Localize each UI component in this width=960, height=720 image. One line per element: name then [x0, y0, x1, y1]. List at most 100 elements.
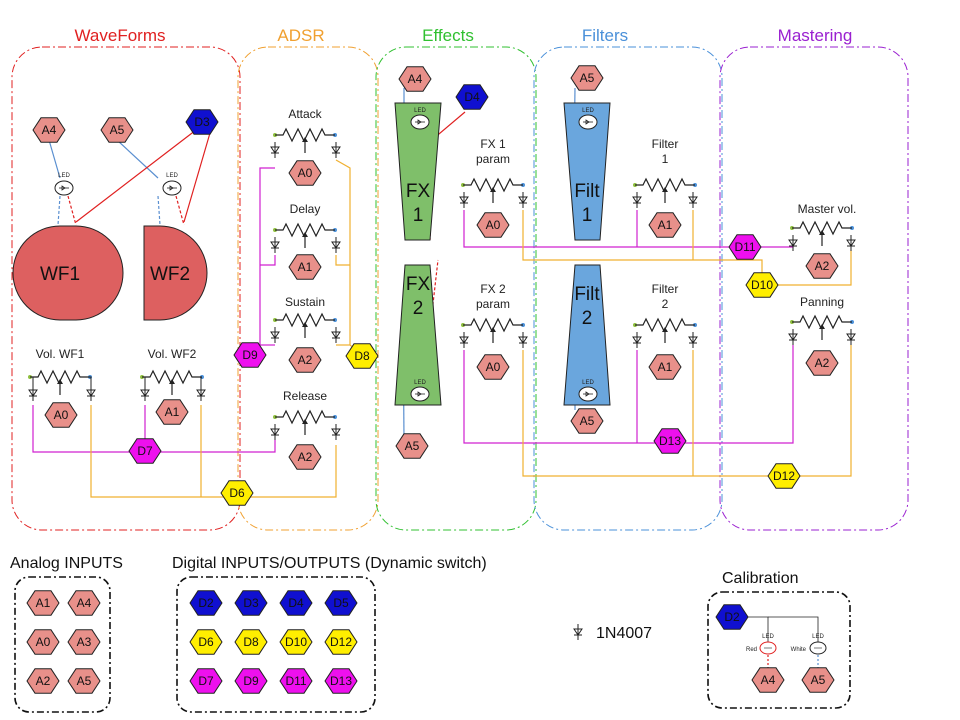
pot-attack[interactable] [272, 128, 338, 154]
diode-icon [196, 384, 206, 402]
filt1-label: Filt [574, 181, 600, 202]
title-waveforms: WaveForms [75, 26, 166, 45]
waveforms-box [11, 46, 241, 531]
svg-text:A3: A3 [77, 635, 92, 649]
svg-text:D5: D5 [333, 596, 349, 610]
analog-inputs-title: Analog INPUTS [10, 555, 123, 572]
vol-wf1-label: Vol. WF1 [36, 347, 85, 361]
svg-text:A0: A0 [36, 635, 51, 649]
led-fx1-label: LED [414, 108, 426, 114]
analog-legend-box [14, 576, 111, 713]
svg-text:A4: A4 [42, 123, 57, 137]
delay-label: Delay [290, 202, 321, 216]
release-label: Release [283, 389, 327, 403]
filters-section: Filt 1 Filt 2 LED LED Filter 1 Filter 2 [563, 102, 698, 406]
svg-text:D2: D2 [198, 596, 214, 610]
pot-release[interactable] [272, 410, 338, 436]
filt1-shape [563, 102, 611, 241]
diode-icon [270, 141, 280, 159]
led-fx2 [410, 386, 430, 402]
legend-digital-pin: D8 [234, 629, 268, 655]
effects-section: FX 1 FX 2 LED LED FX 1 param FX 2 param [394, 102, 528, 406]
pins-layer: A4 A5 D3 A0 A1 A0 A1 A2 A2 A4 D4 A5 A0 A0 A5 A5 A1 A1 A2 A2… [26, 65, 839, 694]
diode-icon [86, 384, 96, 402]
svg-text:D11: D11 [285, 674, 306, 688]
diode-icon [140, 384, 150, 402]
svg-text:A1: A1 [658, 218, 673, 232]
filt2-label: Filt [574, 284, 600, 305]
effects-box [375, 46, 537, 531]
svg-text:A5: A5 [580, 71, 595, 85]
fx1-param-label: FX 1 [480, 137, 506, 151]
filter2-label: Filter [652, 282, 679, 296]
led-filt2-label: LED [582, 380, 594, 386]
diode-legend-label: 1N4007 [596, 625, 652, 642]
pin-a1: A1 [288, 254, 322, 280]
svg-text:A2: A2 [298, 450, 313, 464]
legend: Analog INPUTS Digital INPUTS/OUTPUTS (Dy… [10, 555, 851, 713]
diode-icon [632, 331, 642, 349]
svg-text:A2: A2 [36, 674, 51, 688]
cal-led-white-tag: LED [812, 634, 824, 640]
diode-icon [788, 328, 798, 346]
diode-icon [518, 331, 528, 349]
pot-filter2[interactable] [632, 318, 698, 344]
svg-text:D13: D13 [330, 674, 352, 688]
pin-d11: D11 [728, 234, 762, 260]
diode-icon [331, 236, 341, 254]
pot-vol-wf2[interactable] [139, 370, 205, 396]
waveforms-section: WF1 WF2 LED LED Vol. WF1 Vol. WF2 [12, 173, 208, 402]
vol-wf2-label: Vol. WF2 [148, 347, 197, 361]
legend-digital-pin: D2 [189, 590, 223, 616]
svg-text:D12: D12 [773, 469, 795, 483]
filt2-number: 2 [582, 308, 593, 329]
legend-digital-pin: D13 [324, 668, 358, 694]
led-filt2 [578, 386, 598, 402]
pot-delay[interactable] [272, 223, 338, 249]
svg-text:A4: A4 [761, 673, 776, 687]
legend-analog-pin: A3 [67, 629, 101, 655]
pin-d9: D9 [233, 342, 267, 368]
svg-text:A2: A2 [815, 356, 830, 370]
calibration-title: Calibration [722, 570, 798, 587]
diode-icon [331, 326, 341, 344]
diode-icon [846, 328, 856, 346]
svg-text:A5: A5 [811, 673, 826, 687]
pot-master-vol[interactable] [789, 221, 855, 247]
digital-legend-box [176, 576, 376, 713]
svg-text:A4: A4 [77, 596, 92, 610]
wf2-label: WF2 [150, 264, 190, 285]
led-fx1 [410, 114, 430, 130]
led-wf1-label: LED [58, 173, 70, 179]
legend-digital-pin: D4 [279, 590, 313, 616]
legend-digital-pin: D11 [279, 668, 313, 694]
svg-text:D4: D4 [464, 90, 480, 104]
cal-led-red-tag: LED [762, 634, 774, 640]
svg-text:D12: D12 [330, 635, 352, 649]
pot-fx2-param[interactable] [460, 318, 526, 344]
svg-text:A5: A5 [110, 123, 125, 137]
fx2-number: 2 [413, 298, 424, 319]
svg-text:A0: A0 [486, 360, 501, 374]
legend-analog-pin: A1 [26, 590, 60, 616]
title-adsr: ADSR [277, 26, 324, 45]
cal-pin-a5: A5 [801, 667, 835, 693]
led-wf2-label: LED [166, 173, 178, 179]
svg-text:D6: D6 [229, 486, 245, 500]
pot-fx1-param[interactable] [460, 178, 526, 204]
wf2-shape [143, 225, 208, 321]
pot-sustain[interactable] [272, 313, 338, 339]
mastering-box [719, 46, 909, 531]
diode-icon [28, 384, 38, 402]
title-filters: Filters [582, 26, 628, 45]
sustain-label: Sustain [285, 295, 325, 309]
svg-text:D3: D3 [194, 115, 210, 129]
pot-filter1[interactable] [632, 178, 698, 204]
pot-panning[interactable] [789, 315, 855, 341]
pot-vol-wf1[interactable] [27, 370, 93, 396]
pin-a2: A2 [805, 350, 839, 376]
cal-led-red-label: Red [746, 647, 757, 653]
pin-a0: A0 [44, 402, 78, 428]
legend-digital-pin: D6 [189, 629, 223, 655]
